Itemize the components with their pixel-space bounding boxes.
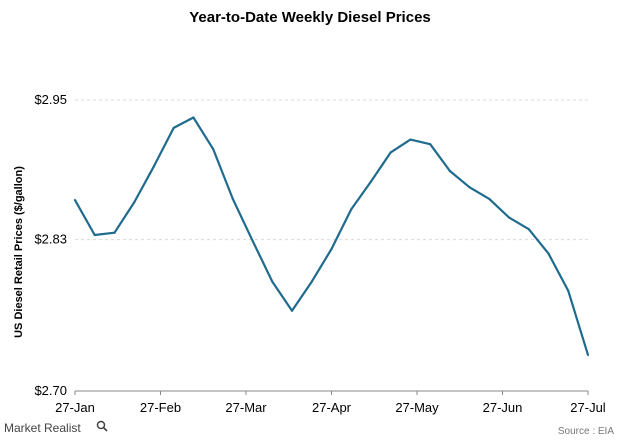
data-point — [212, 147, 215, 150]
data-point — [389, 151, 392, 154]
data-point — [330, 247, 333, 251]
data-point — [468, 186, 471, 189]
data-points — [73, 116, 590, 357]
x-tick-label: 27-Jun — [483, 400, 523, 415]
x-tick-label: 27-Feb — [140, 400, 181, 415]
x-tick-label: 27-Mar — [225, 400, 267, 415]
data-point — [409, 138, 412, 141]
x-ticks: 27-Jan 27-Feb 27-Mar 27-Apr 27-May 27-Jun 27-J… — [55, 391, 606, 415]
source-note: Source : EIA — [558, 426, 614, 437]
data-point — [567, 289, 570, 292]
y-tick-label: $2.95 — [34, 92, 67, 107]
y-axis-label: US Diesel Retail Prices ($/gallon) — [13, 166, 25, 338]
data-point — [488, 197, 491, 201]
brand-logo: Market Realist — [4, 420, 108, 435]
y-ticks: $2.70 $2.83 $2.95 — [34, 92, 67, 398]
x-tick-label: 27-Jan — [55, 400, 95, 415]
grid — [75, 99, 588, 241]
magnifier-icon — [96, 420, 108, 432]
series-line — [74, 116, 590, 356]
y-tick-label: $2.70 — [34, 383, 67, 398]
data-point — [369, 180, 373, 183]
data-point — [547, 252, 550, 255]
data-point — [251, 239, 254, 242]
chart-title: Year-to-Date Weekly Diesel Prices — [189, 9, 431, 26]
data-point — [527, 228, 530, 231]
x-tick-label: 27-Jul — [570, 400, 606, 415]
data-point — [448, 169, 451, 173]
data-point — [310, 280, 313, 283]
x-tick-label: 27-Apr — [312, 400, 352, 415]
data-point — [133, 201, 136, 204]
data-point — [271, 280, 274, 283]
data-point — [152, 165, 156, 168]
data-point — [231, 197, 234, 201]
y-tick-label: $2.83 — [34, 232, 67, 247]
data-point — [586, 353, 590, 357]
data-point — [192, 116, 195, 119]
data-point — [113, 231, 116, 234]
data-point — [172, 126, 175, 130]
data-point — [350, 208, 353, 211]
data-point — [290, 309, 294, 312]
data-point — [93, 233, 96, 237]
x-tick-label: 27-May — [395, 400, 439, 415]
data-point — [507, 216, 511, 219]
data-point — [429, 143, 432, 146]
data-point — [73, 199, 77, 202]
brand-text: Market Realist — [4, 421, 81, 435]
